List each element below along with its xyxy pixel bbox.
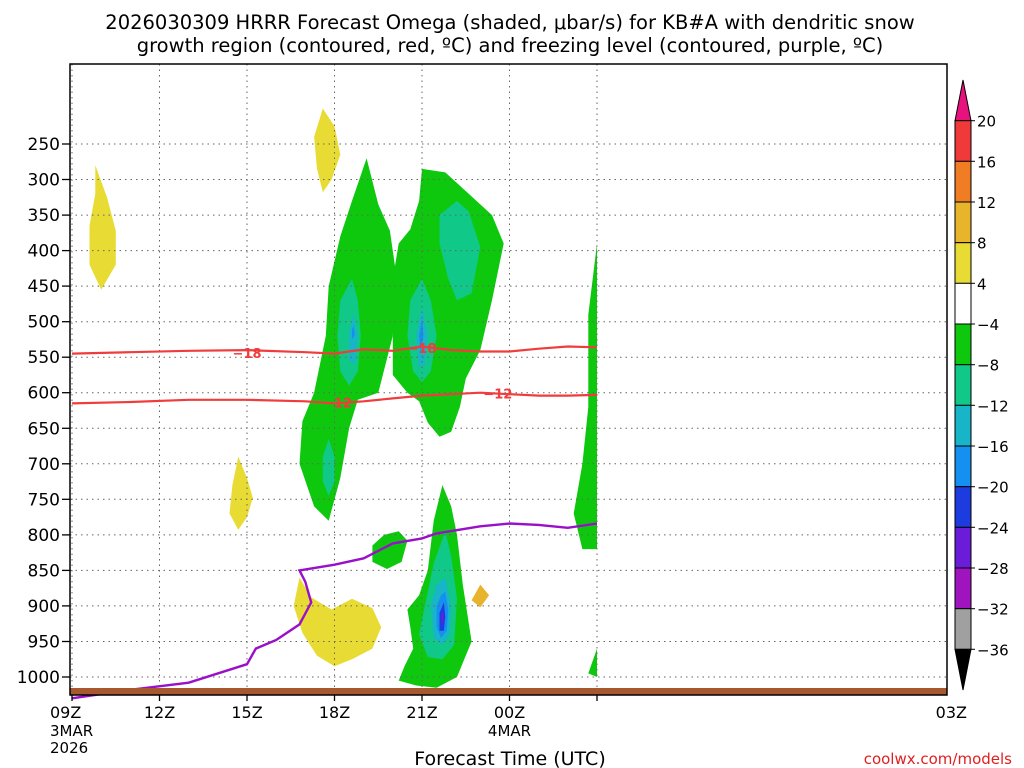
x-tick-label-12Z: 12Z <box>144 703 175 722</box>
omega-region-m24-0 <box>441 609 444 626</box>
omega-region-m16-2 <box>352 325 355 340</box>
x-date-label-4MAR: 4MAR <box>488 722 531 740</box>
legend-swatch-7 <box>954 364 972 406</box>
snow-growth-label-0-0: −18 <box>233 347 262 362</box>
x-tick-label-03Z: 03Z <box>936 703 967 722</box>
omega-region-m8-2 <box>439 200 481 301</box>
chart-title-line1: 2026030309 HRRR Forecast Omega (shaded, … <box>105 11 914 34</box>
legend-label-3: 8 <box>977 235 987 253</box>
legend-swatch-11 <box>954 526 972 569</box>
legend-label-1: 16 <box>977 153 996 171</box>
snow-growth-label-1-1: −12 <box>483 387 512 402</box>
snow-growth-contour-0 <box>71 345 598 355</box>
x-tick-label-21Z: 21Z <box>406 703 437 722</box>
omega-region-m4-4 <box>573 243 597 550</box>
contour-lines: −18 −18 −12 −12 <box>71 342 598 700</box>
legend-label-10: −24 <box>977 519 1009 537</box>
y-tick-label-500: 500 <box>28 313 60 333</box>
omega-region-4-3 <box>293 577 382 667</box>
x-tick-label-00Z: 00Z <box>494 703 525 722</box>
freezing-level-contour <box>71 522 598 700</box>
y-tick-label-750: 750 <box>28 490 60 510</box>
x-tick-label-18Z: 18Z <box>319 703 350 722</box>
y-tick-label-550: 550 <box>28 348 60 368</box>
x-tick-label-15Z: 15Z <box>231 703 262 722</box>
legend-swatch-4 <box>954 242 972 284</box>
legend-swatch-5 <box>954 282 972 325</box>
y-tick-label-700: 700 <box>28 455 60 475</box>
legend-label-5: −4 <box>977 316 999 334</box>
legend-swatch-13 <box>954 608 972 650</box>
legend-label-2: 12 <box>977 194 996 212</box>
legend-swatch-3 <box>954 201 972 244</box>
y-tick-label-900: 900 <box>28 597 60 617</box>
y-tick-label-350: 350 <box>28 206 60 226</box>
legend-label-0: 20 <box>977 113 996 131</box>
legend-label-7: −12 <box>977 397 1009 415</box>
y-tick-label-450: 450 <box>28 277 60 297</box>
legend-label-13: −36 <box>977 641 1009 659</box>
legend-label-8: −16 <box>977 438 1009 456</box>
legend-label-6: −8 <box>977 357 999 375</box>
legend-swatch-1 <box>954 120 972 162</box>
y-tick-label-400: 400 <box>28 242 60 262</box>
plot-frame <box>69 63 948 696</box>
ground-strip <box>70 688 947 695</box>
legend-swatch-10 <box>954 486 972 528</box>
legend-label-4: 4 <box>977 275 987 293</box>
omega-region-4-2 <box>229 456 253 530</box>
legend-arrow-top <box>954 79 972 122</box>
x-tick-label-09Z: 09Z <box>50 703 81 722</box>
snow-growth-label-0-1: −18 <box>408 342 437 357</box>
legend-arrow-bottom <box>954 648 972 691</box>
omega-region-4-1 <box>314 108 341 193</box>
legend-label-11: −28 <box>977 560 1009 578</box>
legend-swatch-12 <box>954 567 972 610</box>
omega-region-4-0 <box>89 165 116 290</box>
omega-region-m4-5 <box>588 648 597 677</box>
snow-growth-label-1-0: −12 <box>323 397 352 412</box>
y-tick-label-600: 600 <box>28 384 60 404</box>
x-year-label: 2026 <box>50 739 88 757</box>
legend-label-12: −32 <box>977 601 1009 619</box>
y-tick-label-650: 650 <box>28 419 60 439</box>
legend-swatch-8 <box>954 404 972 447</box>
color-legend: 20 16 12 8 4 −4 −8 −12 −16 −20 −24 −28 −32 −36 <box>954 79 1009 691</box>
y-tick-label-250: 250 <box>28 135 60 155</box>
grid-lines <box>70 64 947 695</box>
chart-title-line2: growth region (contoured, red, ºC) and f… <box>137 34 884 57</box>
y-tick-label-1000: 1000 <box>17 668 60 688</box>
x-date-label-3MAR: 3MAR <box>50 722 93 740</box>
legend-label-9: −20 <box>977 479 1009 497</box>
y-tick-label-850: 850 <box>28 561 60 581</box>
axes: 250 300 350 400 450 500 550 600 650 700 750 800 850 9… <box>17 135 967 757</box>
y-tick-label-300: 300 <box>28 171 60 191</box>
y-tick-label-950: 950 <box>28 633 60 653</box>
legend-swatch-9 <box>954 445 972 488</box>
snow-growth-contour-1 <box>71 391 598 405</box>
omega-region-m8-3 <box>322 438 335 496</box>
legend-swatch-6 <box>954 323 972 366</box>
credit-text: coolwx.com/models <box>864 750 1012 768</box>
x-axis-label: Forecast Time (UTC) <box>414 748 605 768</box>
y-tick-label-800: 800 <box>28 526 60 546</box>
omega-region-m16-0 <box>419 318 424 354</box>
legend-swatch-2 <box>954 160 972 203</box>
omega-region-8-0 <box>471 584 490 608</box>
omega-region-m4-2 <box>372 531 408 569</box>
